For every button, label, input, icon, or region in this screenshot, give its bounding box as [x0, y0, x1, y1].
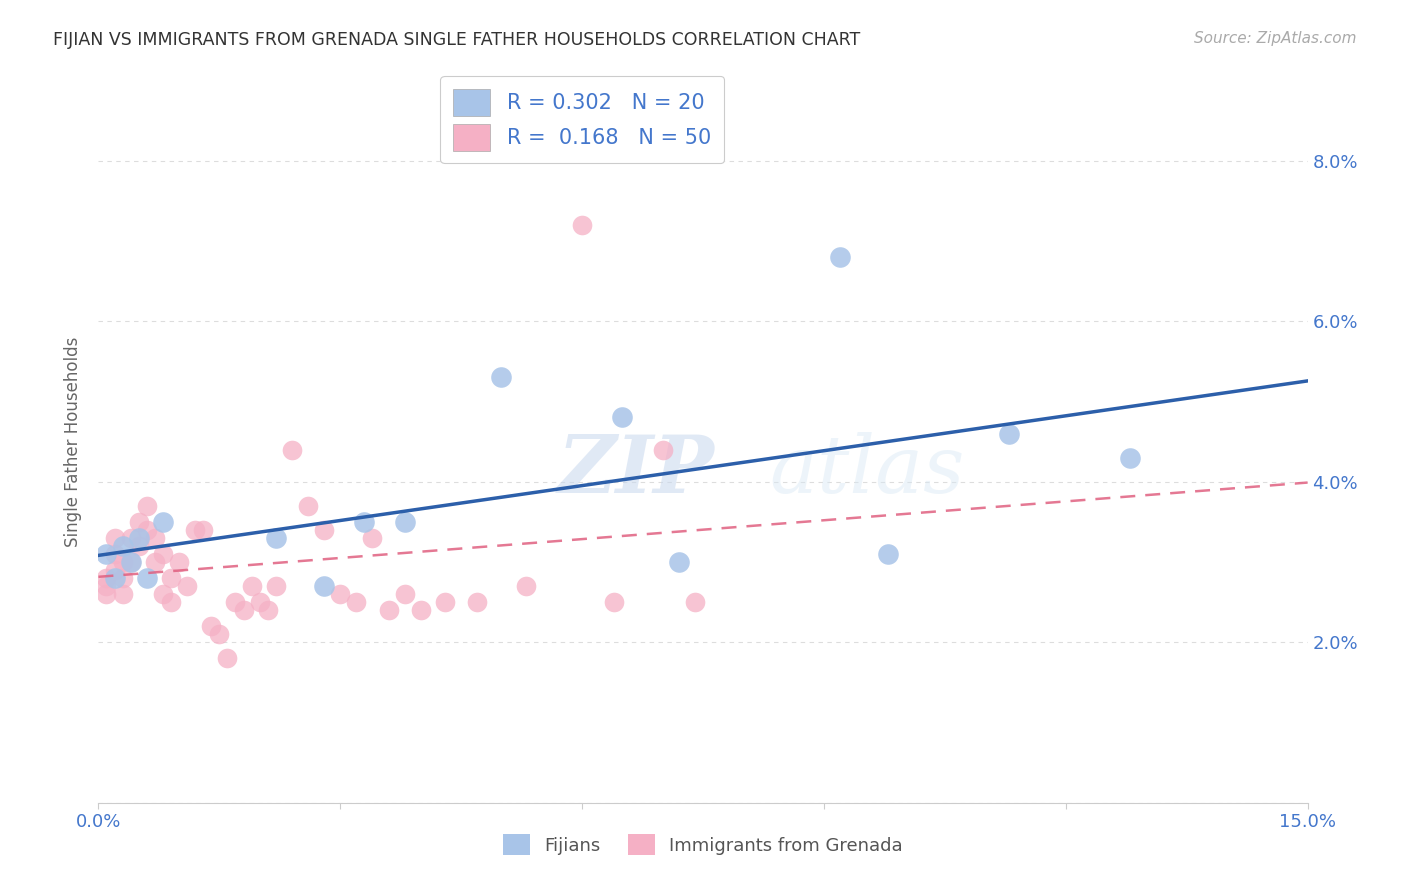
Point	[224, 595, 246, 609]
Point	[135, 571, 157, 585]
Point	[281, 442, 304, 457]
Point	[612, 410, 634, 425]
Point	[152, 587, 174, 601]
Point	[314, 523, 336, 537]
Point	[377, 603, 399, 617]
Point	[200, 619, 222, 633]
Point	[208, 627, 231, 641]
Point	[128, 515, 150, 529]
Point	[651, 442, 673, 457]
Point	[329, 587, 352, 601]
Point	[103, 547, 125, 561]
Point	[515, 579, 537, 593]
Point	[668, 555, 690, 569]
Point	[96, 587, 118, 601]
Point	[409, 603, 432, 617]
Point	[160, 571, 183, 585]
Text: atlas: atlas	[769, 432, 965, 509]
Point	[571, 218, 593, 232]
Point	[434, 595, 457, 609]
Point	[232, 603, 254, 617]
Point	[120, 555, 142, 569]
Point	[143, 555, 166, 569]
Point	[353, 515, 375, 529]
Point	[193, 523, 215, 537]
Point	[111, 539, 134, 553]
Point	[184, 523, 207, 537]
Point	[152, 515, 174, 529]
Point	[394, 515, 416, 529]
Point	[111, 555, 134, 569]
Legend: Fijians, Immigrants from Grenada: Fijians, Immigrants from Grenada	[496, 827, 910, 863]
Point	[1119, 450, 1142, 465]
Point	[160, 595, 183, 609]
Point	[96, 579, 118, 593]
Point	[240, 579, 263, 593]
Point	[491, 370, 513, 384]
Point	[135, 523, 157, 537]
Point	[361, 531, 384, 545]
Point	[96, 547, 118, 561]
Point	[314, 579, 336, 593]
Point	[103, 531, 125, 545]
Point	[176, 579, 198, 593]
Point	[128, 539, 150, 553]
Point	[152, 547, 174, 561]
Point	[297, 499, 319, 513]
Point	[344, 595, 367, 609]
Point	[603, 595, 626, 609]
Point	[120, 531, 142, 545]
Point	[167, 555, 190, 569]
Point	[683, 595, 706, 609]
Point	[877, 547, 900, 561]
Point	[264, 531, 287, 545]
Y-axis label: Single Father Households: Single Father Households	[65, 336, 83, 547]
Text: FIJIAN VS IMMIGRANTS FROM GRENADA SINGLE FATHER HOUSEHOLDS CORRELATION CHART: FIJIAN VS IMMIGRANTS FROM GRENADA SINGLE…	[53, 31, 860, 49]
Point	[96, 571, 118, 585]
Point	[111, 571, 134, 585]
Point	[103, 571, 125, 585]
Point	[103, 563, 125, 577]
Point	[828, 250, 851, 264]
Point	[249, 595, 271, 609]
Point	[135, 499, 157, 513]
Point	[465, 595, 488, 609]
Point	[128, 531, 150, 545]
Text: ZIP: ZIP	[558, 432, 714, 509]
Point	[264, 579, 287, 593]
Point	[998, 426, 1021, 441]
Point	[143, 531, 166, 545]
Point	[256, 603, 278, 617]
Point	[120, 555, 142, 569]
Point	[111, 587, 134, 601]
Point	[394, 587, 416, 601]
Point	[217, 651, 239, 665]
Text: Source: ZipAtlas.com: Source: ZipAtlas.com	[1194, 31, 1357, 46]
